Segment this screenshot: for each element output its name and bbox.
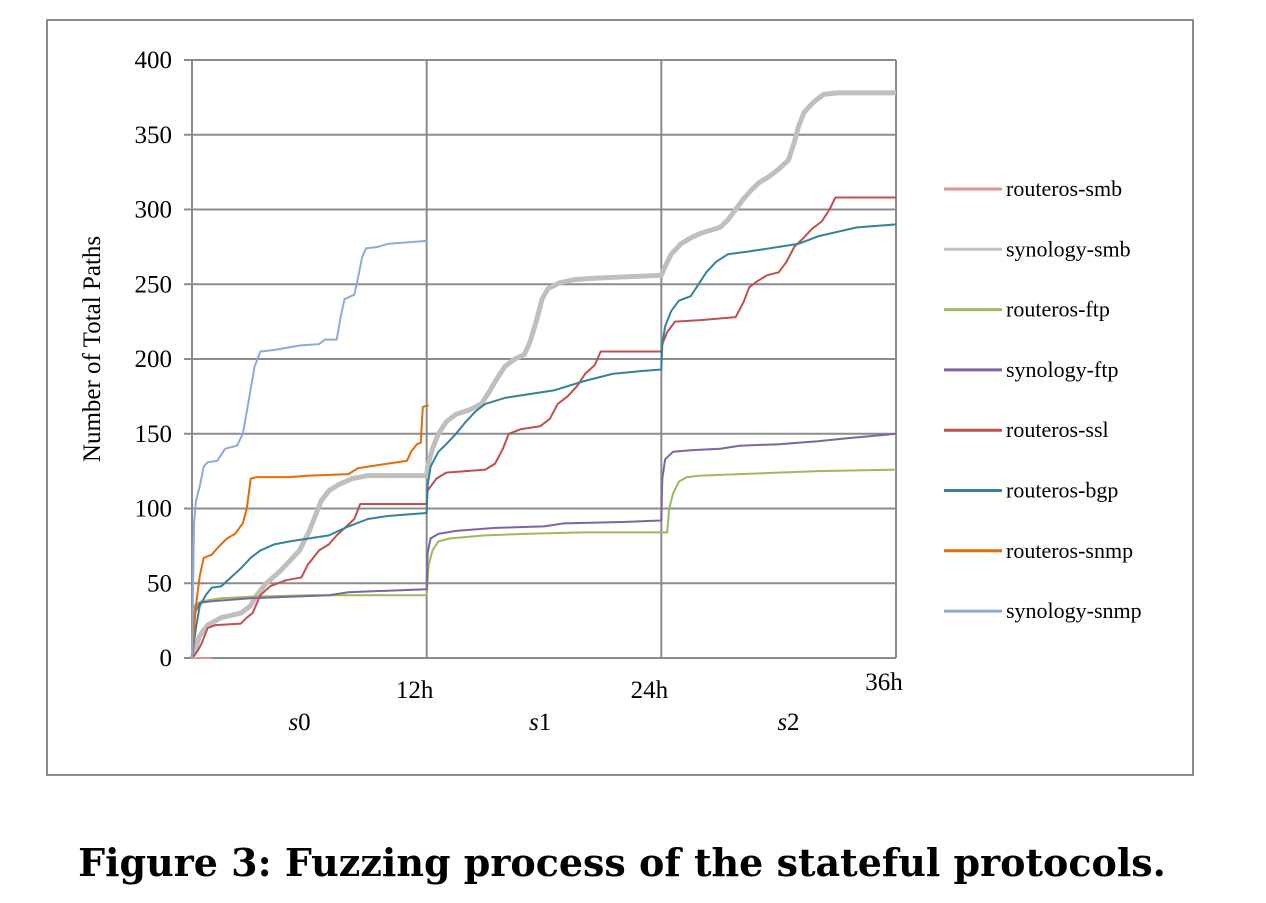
legend-label-routeros-snmp: routeros-snmp xyxy=(1006,538,1133,563)
y-tick-label-0: 0 xyxy=(160,645,173,672)
x-tick-label-2: 36h xyxy=(865,669,903,696)
y-tick-label-6: 300 xyxy=(135,197,173,224)
y-axis-title: Number of Total Paths xyxy=(79,236,106,462)
legend-label-routeros-bgp: routeros-bgp xyxy=(1006,478,1118,503)
y-tick-label-2: 100 xyxy=(135,496,173,523)
segment-label-0: s0 xyxy=(288,709,310,736)
x-tick-label-1: 24h xyxy=(631,677,669,704)
y-tick-label-7: 350 xyxy=(135,122,173,149)
legend-label-synology-smb: synology-smb xyxy=(1006,236,1131,261)
y-tick-label-4: 200 xyxy=(135,346,173,373)
series-line-synology-ftp xyxy=(191,432,897,659)
legend-label-routeros-ssl: routeros-ssl xyxy=(1006,417,1109,442)
segment-label-1: s1 xyxy=(529,709,551,736)
series-line-synology-smb xyxy=(189,90,896,659)
figure-caption: Figure 3: Fuzzing process of the statefu… xyxy=(78,840,1166,885)
x-tick-label-0: 12h xyxy=(396,677,434,704)
chart-frame: 0 50 100 150 200 250 300 350 400 12h 24h 36h s0 s1 s2 N… xyxy=(46,19,1194,776)
series-line-routeros-snmp xyxy=(191,404,429,659)
y-tick-label-5: 250 xyxy=(135,271,173,298)
legend-label-routeros-smb: routeros-smb xyxy=(1006,176,1122,201)
legend-label-synology-ftp: synology-ftp xyxy=(1006,357,1118,382)
series-line-routeros-bgp xyxy=(191,223,897,659)
series-line-synology-snmp xyxy=(191,239,427,659)
y-tick-label-1: 50 xyxy=(147,570,172,597)
y-tick-label-8: 400 xyxy=(135,47,173,74)
series-line-routeros-ssl xyxy=(191,196,896,659)
segment-label-2: s2 xyxy=(777,709,799,736)
line-chart: 0 50 100 150 200 250 300 350 400 12h 24h 36h s0 s1 s2 N… xyxy=(79,47,1142,736)
legend-label-routeros-ftp: routeros-ftp xyxy=(1006,297,1110,322)
legend-label-synology-snmp: synology-snmp xyxy=(1006,598,1142,623)
series-line-routeros-ftp xyxy=(191,468,897,659)
y-tick-label-3: 150 xyxy=(135,421,173,448)
